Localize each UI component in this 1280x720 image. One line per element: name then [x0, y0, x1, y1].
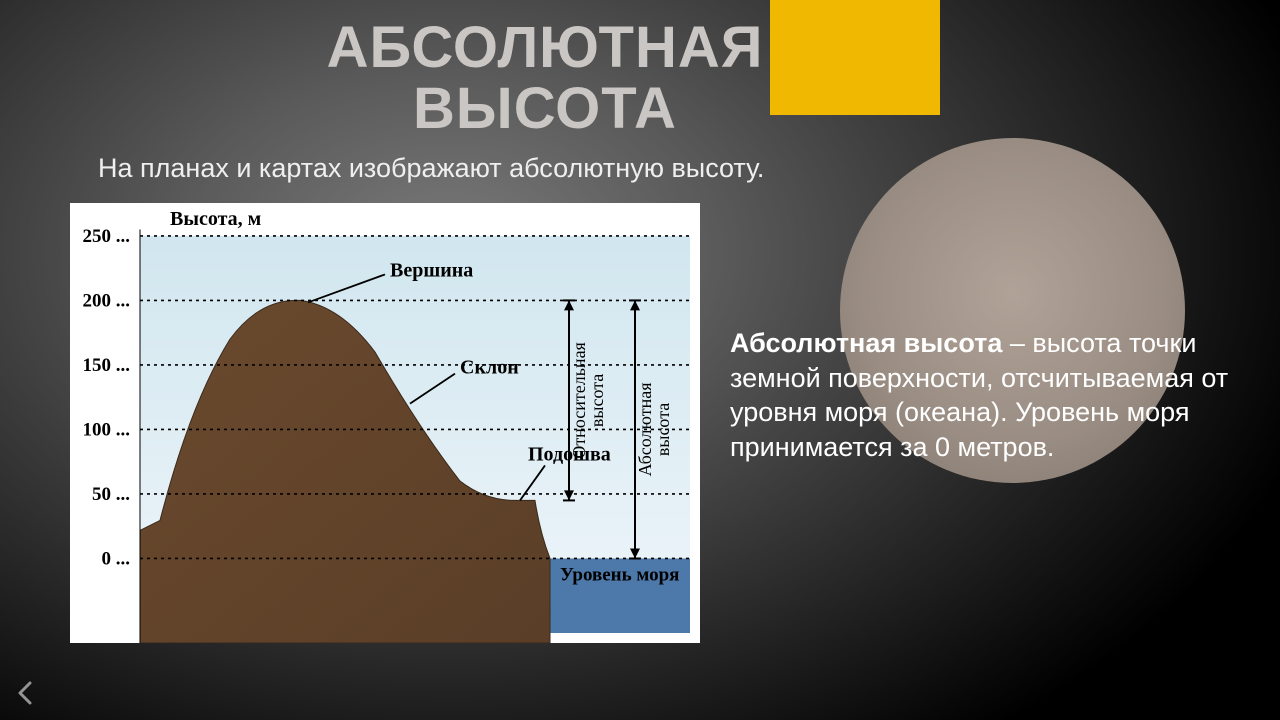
- svg-text:Высота, м: Высота, м: [170, 208, 261, 230]
- subtitle: На планах и картах изображают абсолютную…: [98, 153, 764, 184]
- prev-slide-icon[interactable]: [12, 678, 42, 708]
- svg-text:Уровень моря: Уровень моря: [560, 564, 679, 585]
- svg-text:250 ...: 250 ...: [83, 226, 131, 247]
- svg-text:150 ...: 150 ...: [83, 355, 131, 376]
- svg-text:Склон: Склон: [460, 357, 519, 379]
- elevation-diagram: 250 ... 200 ... 150 ... 100 ... 50 ... 0 ... В…: [70, 203, 700, 643]
- definition-text: Абсолютная высота – высота точки земной …: [730, 326, 1260, 464]
- svg-text:0 ...: 0 ...: [102, 548, 131, 569]
- definition-term: Абсолютная высота: [730, 328, 1002, 358]
- page-title: АБСОЛЮТНАЯ ВЫСОТА: [305, 18, 785, 140]
- svg-text:100 ...: 100 ...: [83, 419, 131, 440]
- svg-text:50 ...: 50 ...: [92, 484, 130, 505]
- diagram-svg: 250 ... 200 ... 150 ... 100 ... 50 ... 0 ... В…: [70, 203, 700, 643]
- svg-text:200 ...: 200 ...: [83, 290, 131, 311]
- svg-text:Вершина: Вершина: [390, 259, 473, 281]
- accent-square: [770, 0, 940, 115]
